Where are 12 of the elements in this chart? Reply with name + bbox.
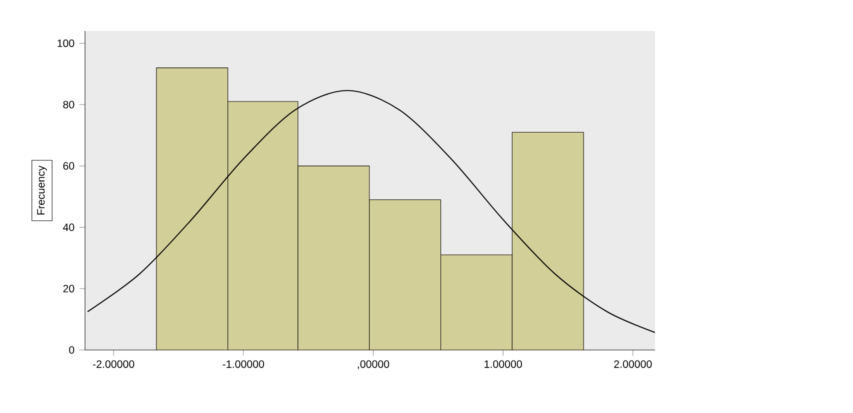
y-axis-title: Frecuency bbox=[37, 166, 47, 215]
y-tick-label: 60 bbox=[63, 162, 74, 170]
y-tick-label: 40 bbox=[62, 224, 74, 232]
y-tick-label: 0 bbox=[69, 346, 74, 354]
x-tick-label: ,00000 bbox=[358, 360, 390, 370]
y-tick-label: 80 bbox=[63, 100, 74, 108]
x-tick-label: 2.00000 bbox=[614, 360, 652, 368]
x-tick-label: -2.00000 bbox=[93, 360, 134, 368]
x-tick-label: -1.00000 bbox=[222, 360, 264, 368]
y-tick-label: 20 bbox=[63, 284, 74, 292]
x-tick-label: 1.00000 bbox=[484, 360, 522, 368]
y-tick-label: 100 bbox=[58, 39, 74, 48]
